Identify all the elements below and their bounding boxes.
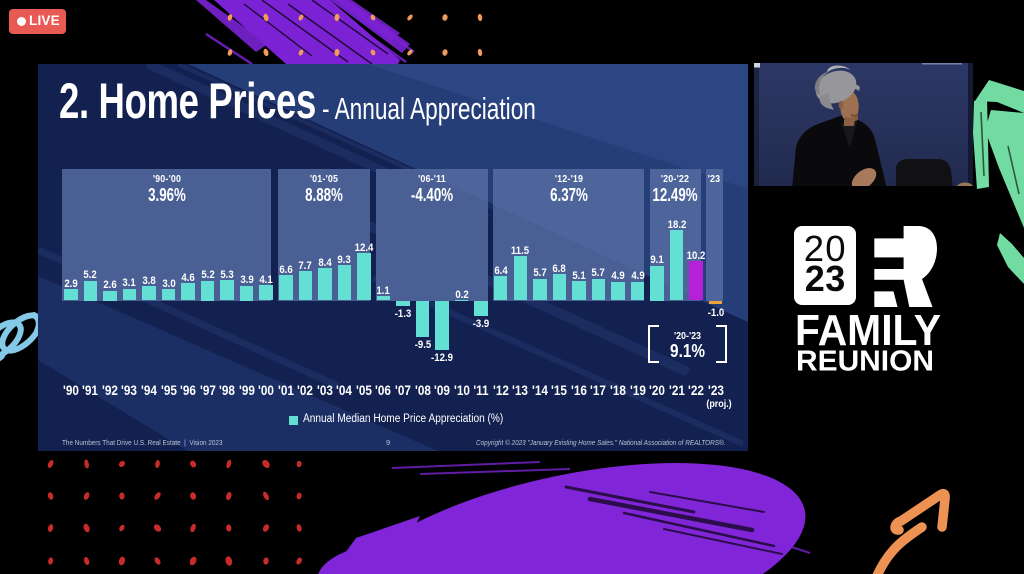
svg-text:REUNION: REUNION	[796, 346, 934, 376]
svg-text:FAMILY: FAMILY	[795, 306, 941, 355]
